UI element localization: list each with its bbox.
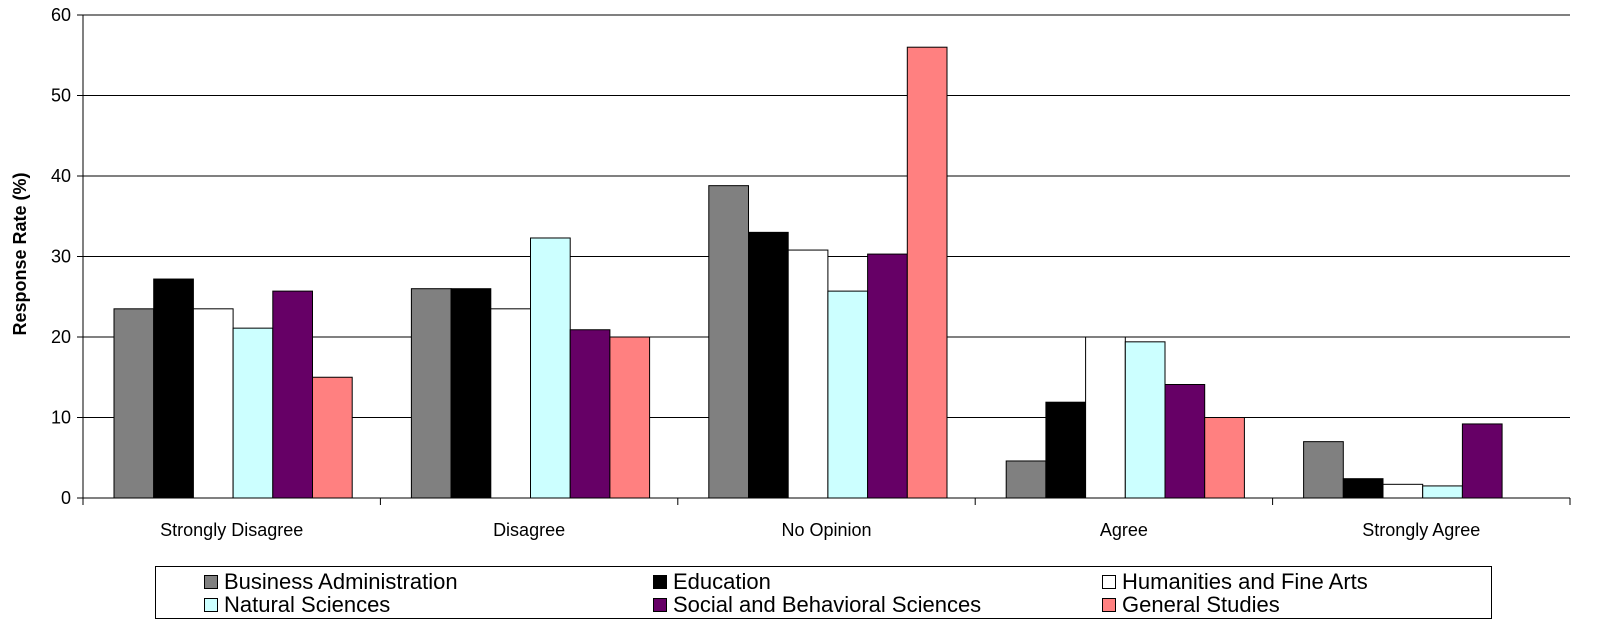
y-tick-label: 20 [51, 327, 71, 347]
bar [748, 231, 789, 499]
legend-label: Business Administration [224, 569, 458, 594]
legend-swatch [204, 575, 218, 589]
bar [192, 308, 234, 499]
legend-label: General Studies [1122, 592, 1280, 617]
bar [410, 288, 452, 499]
y-tick-label: 0 [61, 488, 71, 508]
bar [1303, 441, 1344, 499]
legend-label: Natural Sciences [224, 592, 391, 617]
bar [450, 288, 492, 499]
legend-swatch [1102, 575, 1116, 589]
y-tick-label: 60 [51, 5, 71, 25]
bar [1045, 401, 1087, 499]
legend-item: Education [653, 569, 1102, 594]
bar [113, 308, 155, 499]
y-tick-label: 10 [51, 408, 71, 428]
bar [1124, 341, 1166, 499]
y-tick-label: 40 [51, 166, 71, 186]
legend-item: Humanities and Fine Arts [1102, 569, 1491, 594]
y-tick-label: 50 [51, 86, 71, 106]
bar [272, 290, 313, 499]
bar [569, 329, 611, 499]
legend-item: Natural Sciences [204, 592, 653, 617]
legend-swatch [204, 598, 218, 612]
bar [609, 336, 651, 499]
bar [1085, 336, 1126, 499]
legend: Business Administration Education Humaniti… [155, 566, 1492, 619]
legend-label: Humanities and Fine Arts [1122, 569, 1368, 594]
bar [490, 308, 531, 499]
bars [113, 46, 1503, 499]
bar [530, 237, 571, 499]
bar [1461, 423, 1503, 499]
bar [1204, 417, 1245, 499]
bar [827, 290, 869, 499]
x-tick-label: Agree [1100, 520, 1148, 540]
bar [153, 278, 194, 499]
x-tick-label: Strongly Agree [1362, 520, 1480, 540]
legend-item: Business Administration [204, 569, 653, 594]
bar [906, 46, 948, 499]
bar [1342, 478, 1384, 499]
y-axis-label: Response Rate (%) [10, 172, 30, 335]
bar [232, 327, 274, 499]
axes: 0 10 20 30 40 50 60 Strongly Disagree Disagree No… [51, 5, 1571, 540]
x-tick-label: Strongly Disagree [160, 520, 303, 540]
legend-label: Education [673, 569, 771, 594]
y-tick-label: 30 [51, 247, 71, 267]
bar [787, 249, 829, 499]
x-tick-label: No Opinion [781, 520, 871, 540]
legend-item: Social and Behavioral Sciences [653, 592, 1102, 617]
bar [708, 185, 749, 499]
legend-item: General Studies [1102, 592, 1491, 617]
bar [312, 376, 353, 499]
bar [1005, 460, 1047, 499]
bar [867, 253, 908, 499]
bar [1382, 483, 1424, 499]
legend-swatch [653, 575, 667, 589]
legend-label: Social and Behavioral Sciences [673, 592, 982, 617]
legend-swatch [653, 598, 667, 612]
legend-swatch [1102, 598, 1116, 612]
bar [1422, 485, 1463, 499]
bar [1164, 383, 1206, 499]
x-tick-label: Disagree [493, 520, 565, 540]
